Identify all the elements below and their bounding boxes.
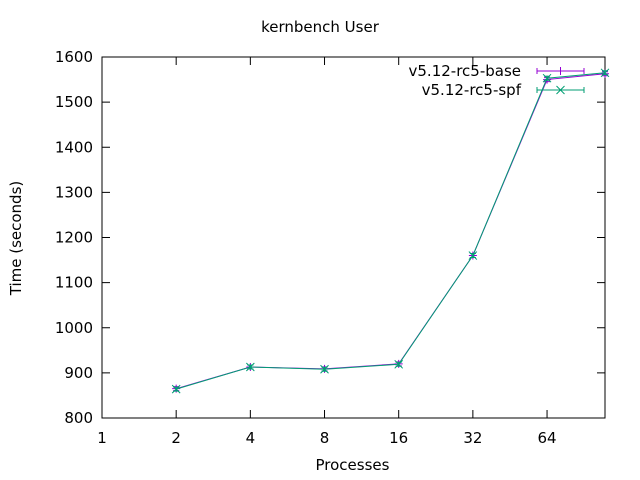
data-point-v5.12-rc5-spf xyxy=(542,73,552,83)
x-tick-label: 32 xyxy=(463,429,482,447)
series-line-v5.12-rc5-base xyxy=(176,73,606,390)
x-tick-label: 8 xyxy=(320,429,330,447)
y-tick-label: 800 xyxy=(64,409,93,427)
data-point-v5.12-rc5-spf xyxy=(171,384,181,394)
x-tick-label: 2 xyxy=(171,429,181,447)
x-tick-label: 16 xyxy=(389,429,408,447)
y-tick-label: 1300 xyxy=(55,183,93,201)
chart-title: kernbench User xyxy=(261,18,379,36)
data-point-v5.12-rc5-spf xyxy=(245,362,255,372)
y-tick-label: 1500 xyxy=(55,93,93,111)
y-tick-label: 1200 xyxy=(55,229,93,247)
x-tick-label: 1 xyxy=(97,429,107,447)
series-line-v5.12-rc5-spf xyxy=(176,72,606,390)
data-point-v5.12-rc5-spf xyxy=(600,68,610,78)
data-point-v5.12-rc5-spf xyxy=(468,251,478,260)
x-tick-label: 4 xyxy=(246,429,256,447)
data-point-v5.12-rc5-spf xyxy=(320,364,329,374)
plot-border xyxy=(101,56,606,419)
data-point-v5.12-rc5-spf xyxy=(394,359,404,369)
y-tick-label: 1600 xyxy=(55,48,93,66)
x-axis-label: Processes xyxy=(315,456,390,474)
y-tick-label: 900 xyxy=(64,364,93,382)
legend-label: v5.12-rc5-base xyxy=(409,62,522,80)
legend-marker-v5.12-rc5-spf xyxy=(556,85,565,95)
legend-marker-v5.12-rc5-base xyxy=(556,67,565,75)
legend-label: v5.12-rc5-spf xyxy=(422,81,522,99)
y-tick-label: 1000 xyxy=(55,319,93,337)
y-tick-label: 1100 xyxy=(55,274,93,292)
y-tick-label: 1400 xyxy=(55,138,93,156)
x-tick-label: 64 xyxy=(537,429,556,447)
